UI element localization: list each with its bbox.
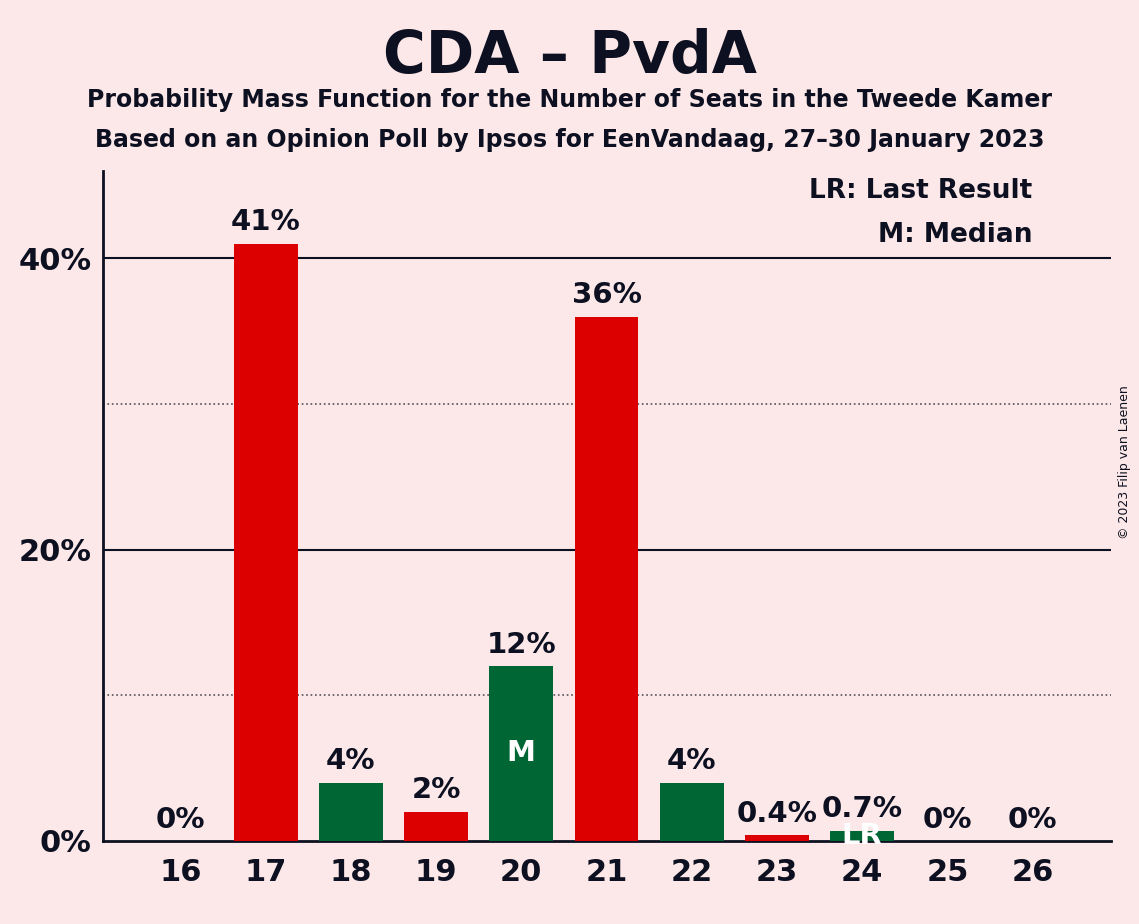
Bar (659, 783, 723, 841)
Text: M: Median: M: Median (878, 222, 1033, 248)
Text: 0.4%: 0.4% (737, 800, 818, 828)
Text: LR: Last Result: LR: Last Result (810, 178, 1033, 204)
Bar (319, 783, 383, 841)
Text: 0.7%: 0.7% (821, 796, 903, 823)
Text: LR: LR (842, 821, 883, 850)
Text: M: M (507, 739, 535, 768)
Text: 4%: 4% (326, 748, 376, 775)
Bar (233, 244, 297, 841)
Bar (574, 317, 639, 841)
Text: Probability Mass Function for the Number of Seats in the Tweede Kamer: Probability Mass Function for the Number… (87, 88, 1052, 112)
Bar (745, 835, 809, 841)
Text: 0%: 0% (156, 806, 205, 833)
Text: 12%: 12% (486, 631, 556, 659)
Text: 36%: 36% (572, 281, 641, 310)
Bar (830, 831, 894, 841)
Text: CDA – PvdA: CDA – PvdA (383, 28, 756, 85)
Text: 2%: 2% (411, 776, 460, 805)
Text: © 2023 Filip van Laenen: © 2023 Filip van Laenen (1118, 385, 1131, 539)
Bar (490, 666, 554, 841)
Text: 41%: 41% (231, 209, 301, 237)
Text: Based on an Opinion Poll by Ipsos for EenVandaag, 27–30 January 2023: Based on an Opinion Poll by Ipsos for Ee… (95, 128, 1044, 152)
Text: 0%: 0% (923, 806, 973, 833)
Text: 0%: 0% (1008, 806, 1057, 833)
Text: 4%: 4% (667, 748, 716, 775)
Bar (404, 811, 468, 841)
